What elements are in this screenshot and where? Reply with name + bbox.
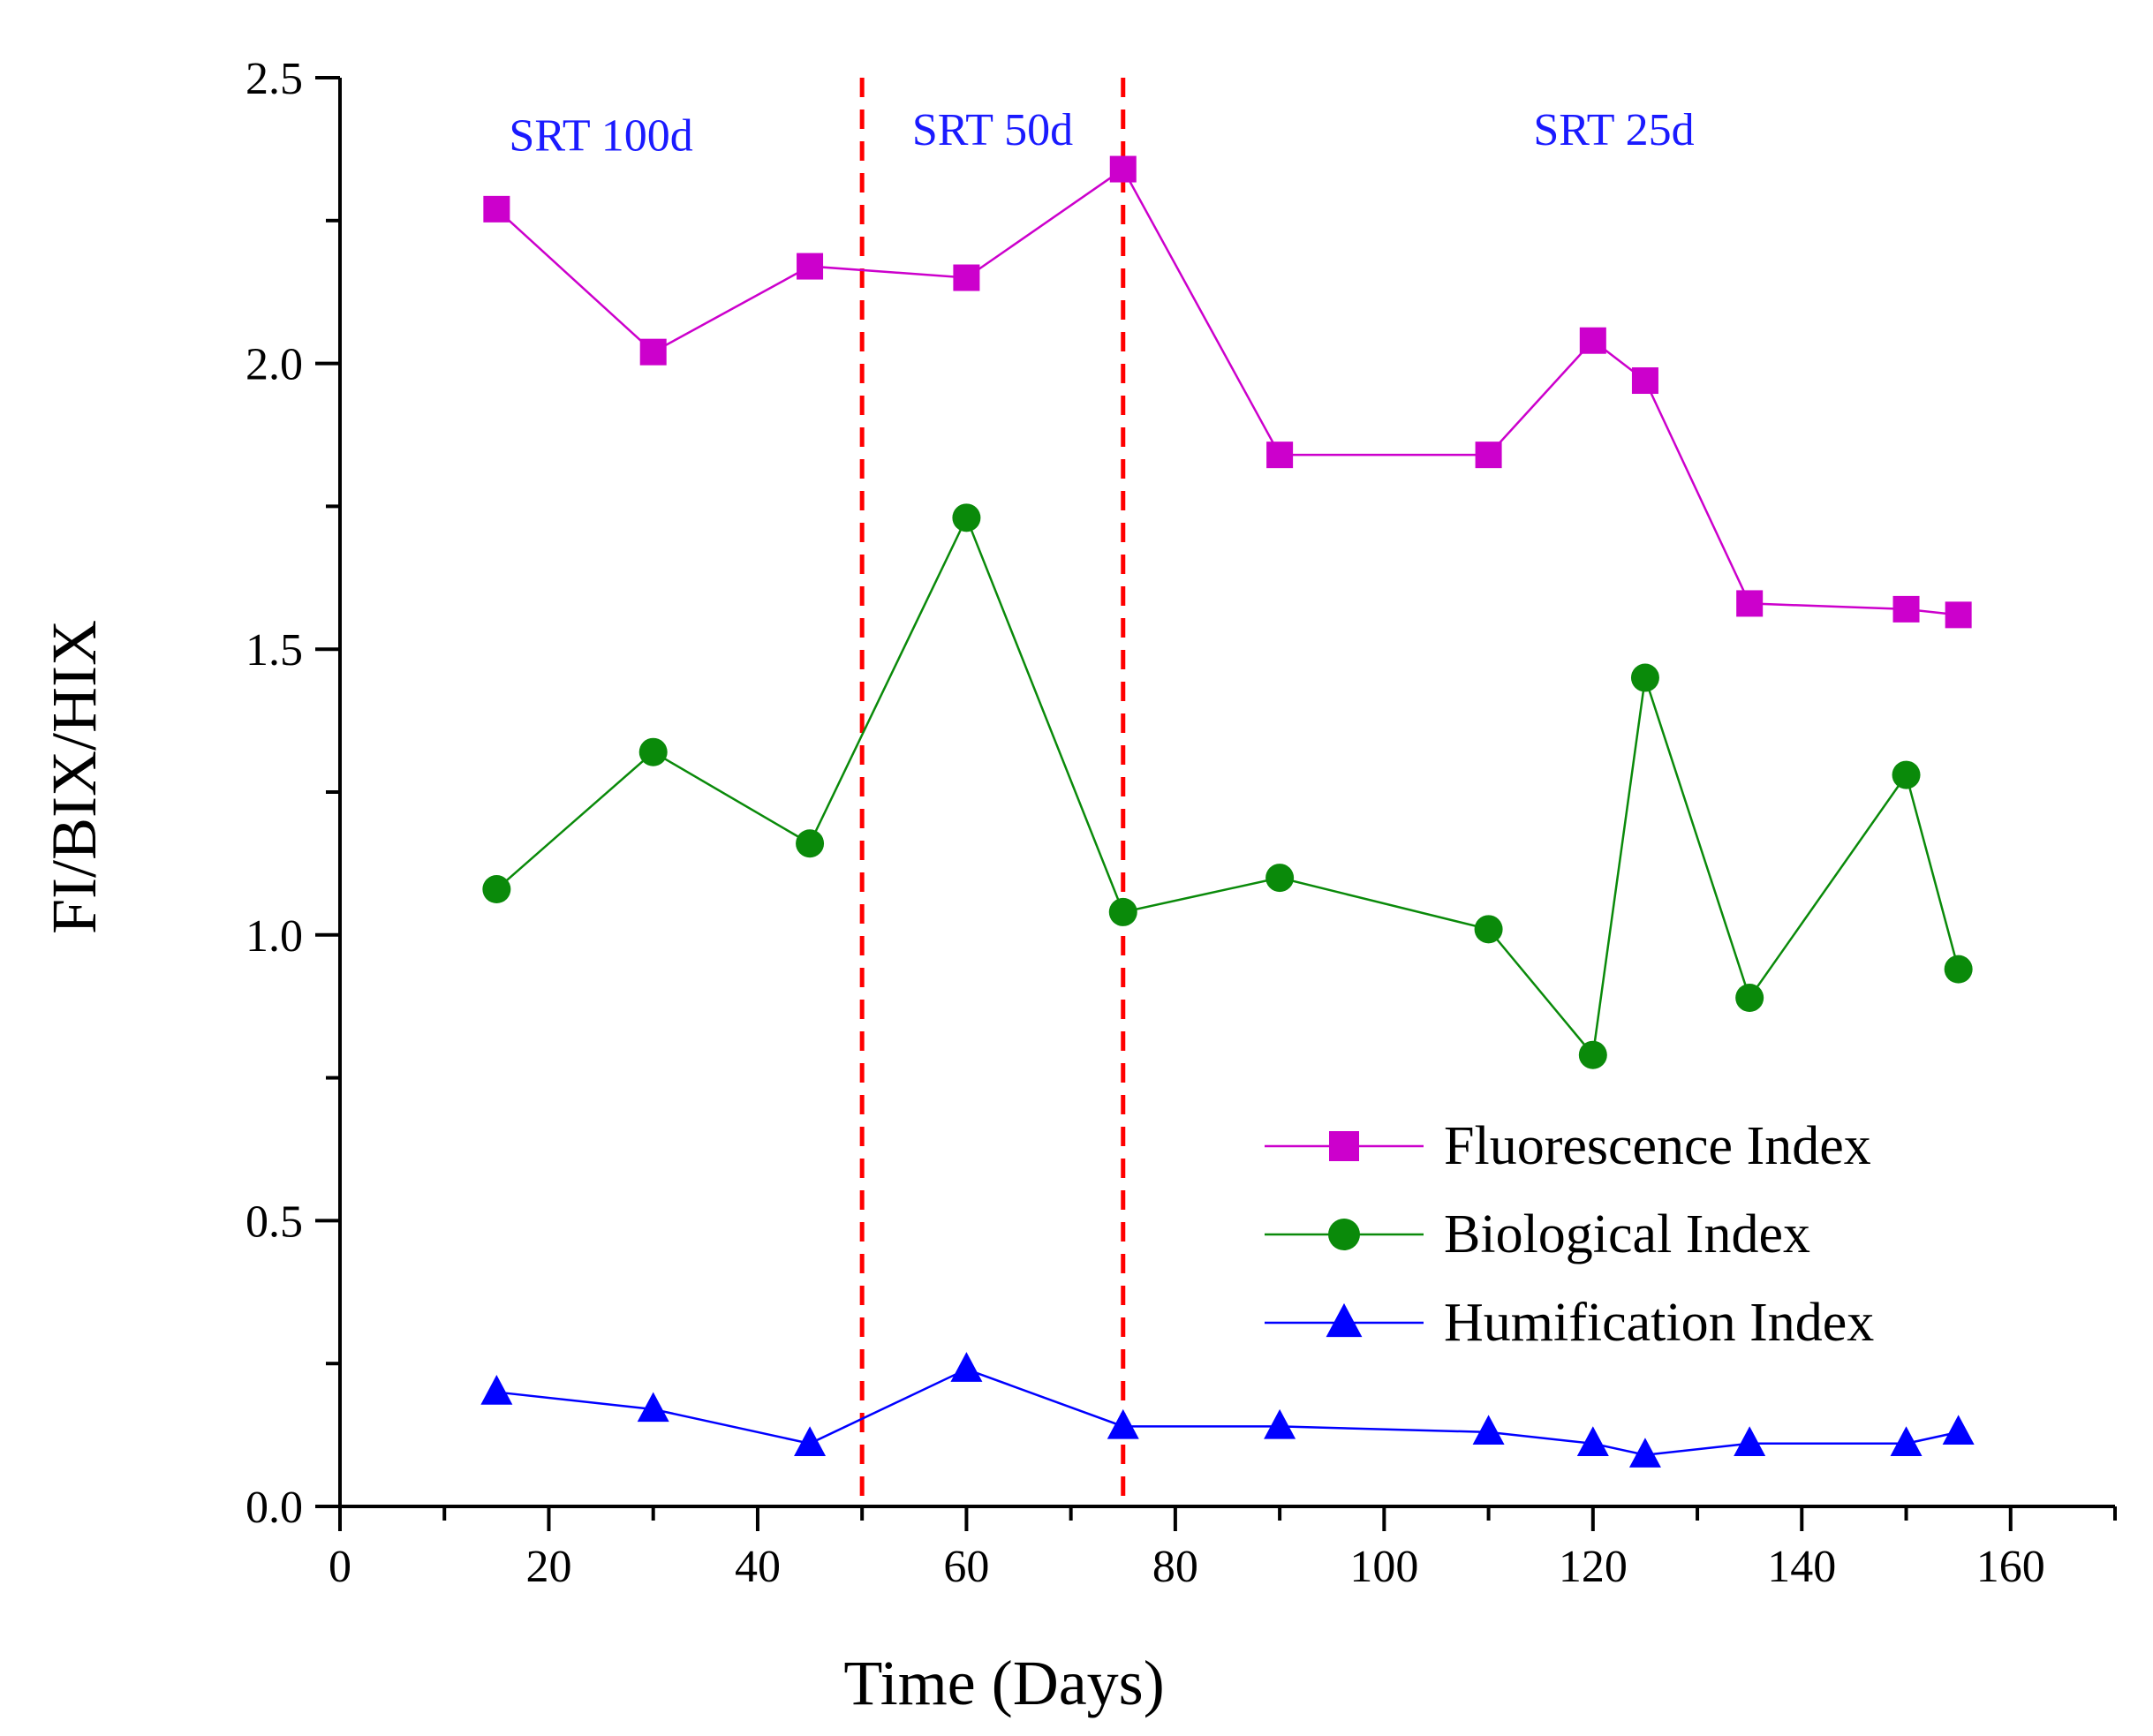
series-layer	[480, 155, 1975, 1468]
data-point	[1108, 897, 1137, 926]
data-point	[1736, 590, 1764, 617]
data-point	[794, 1426, 827, 1456]
x-tick-label: 80	[1152, 1542, 1198, 1592]
legend-item: Humification Index	[1265, 1293, 1874, 1353]
data-point	[1579, 327, 1606, 354]
y-tick-label: 2.0	[246, 340, 303, 390]
data-point	[796, 829, 825, 858]
data-point	[1474, 915, 1503, 944]
data-point	[797, 253, 824, 280]
data-point	[1734, 1426, 1766, 1456]
x-tick-label: 0	[329, 1542, 351, 1592]
data-point	[483, 195, 510, 223]
data-point	[1630, 663, 1659, 692]
data-point	[1265, 864, 1295, 893]
legend-label: Biological Index	[1444, 1204, 1810, 1264]
legend-marker	[1326, 1302, 1363, 1338]
data-point	[1578, 1040, 1607, 1069]
y-tick-label: 0.0	[246, 1483, 303, 1533]
x-tick-label: 60	[943, 1542, 989, 1592]
data-point	[639, 338, 667, 366]
data-point	[1890, 1426, 1923, 1456]
y-tick-label: 1.5	[246, 625, 303, 676]
x-tick-label: 120	[1559, 1542, 1628, 1592]
data-point	[480, 1375, 513, 1405]
axes: 0 20 40 60 80 100 120 140 160 0.0 0.5 1.0 1.5 2.0 2.5	[246, 54, 2117, 1592]
x-tick-label: 100	[1349, 1542, 1418, 1592]
data-point	[1942, 1415, 1975, 1445]
data-point	[1266, 442, 1294, 469]
legend-marker	[1328, 1219, 1360, 1250]
legend-label: Fluorescence Index	[1444, 1116, 1871, 1176]
data-point	[1472, 1415, 1505, 1445]
y-tick-label: 0.5	[246, 1196, 303, 1247]
legend: Fluorescence Index Biological Index Humifi…	[1265, 1116, 1874, 1353]
x-tick-label: 40	[735, 1542, 781, 1592]
y-axis-title: FI/BIX/HIX	[39, 620, 110, 934]
data-point	[1631, 367, 1658, 395]
srt-label: SRT 50d	[912, 105, 1073, 155]
data-point	[1944, 955, 1973, 984]
data-point	[952, 503, 981, 532]
legend-item: Fluorescence Index	[1265, 1116, 1871, 1176]
x-tick-label: 140	[1767, 1542, 1836, 1592]
legend-label: Humification Index	[1444, 1293, 1874, 1353]
data-point	[482, 875, 511, 904]
annotations: SRT 100d SRT 50d SRT 25d	[509, 105, 1694, 161]
data-point	[1892, 595, 1920, 623]
series-humification-index	[480, 1352, 1975, 1468]
x-axis-title: Time (Days)	[843, 1648, 1164, 1718]
data-point	[638, 737, 668, 766]
data-point	[1945, 601, 1972, 629]
data-point	[953, 264, 980, 291]
data-point	[1264, 1408, 1296, 1439]
series-fluorescence-index	[483, 155, 1972, 629]
data-point	[950, 1352, 983, 1382]
series-line	[495, 515, 1960, 1058]
data-point	[1892, 760, 1921, 789]
x-tick-label: 160	[1976, 1542, 2045, 1592]
series-line	[496, 1368, 1959, 1457]
y-tick-label: 2.5	[246, 54, 303, 104]
data-point	[637, 1392, 669, 1423]
data-point	[1628, 1438, 1661, 1468]
x-tick-label: 20	[525, 1542, 571, 1592]
data-point	[1576, 1426, 1609, 1456]
reference-lines	[859, 78, 1126, 1506]
data-point	[1109, 155, 1137, 183]
data-point	[1107, 1408, 1139, 1439]
legend-marker	[1329, 1131, 1359, 1161]
legend-item: Biological Index	[1265, 1204, 1810, 1264]
srt-label: SRT 25d	[1533, 105, 1694, 155]
y-tick-label: 1.0	[246, 911, 303, 962]
srt-label: SRT 100d	[509, 111, 692, 162]
data-point	[1475, 442, 1502, 469]
series-biological-index	[482, 503, 1973, 1069]
data-point	[1735, 983, 1764, 1012]
series-line	[495, 167, 1959, 616]
